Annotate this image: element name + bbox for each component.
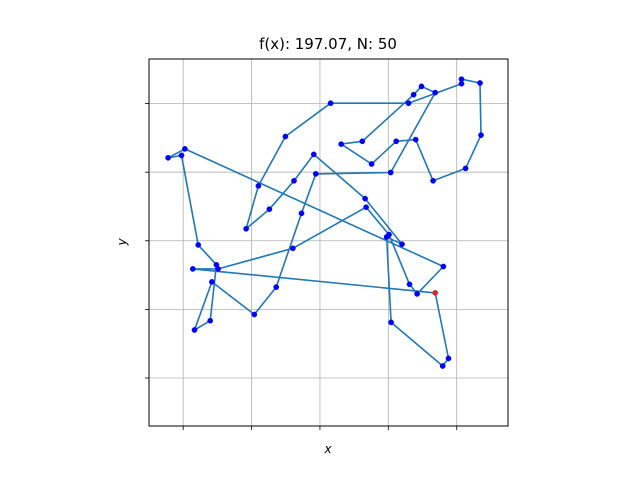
data-point	[195, 242, 202, 248]
data-point	[388, 319, 394, 326]
data-point	[165, 154, 171, 161]
axis-ticks	[145, 103, 458, 430]
data-point	[243, 225, 249, 232]
data-point	[440, 263, 447, 270]
data-point	[215, 266, 221, 272]
data-point	[178, 152, 185, 159]
grid-lines	[149, 59, 508, 426]
data-point	[414, 291, 420, 297]
data-point	[478, 132, 484, 138]
data-point	[432, 89, 439, 96]
plot-frame	[148, 58, 509, 427]
data-point	[430, 177, 436, 184]
data-point	[291, 177, 297, 184]
data-point	[458, 76, 465, 83]
data-point	[363, 204, 369, 211]
data-point	[255, 183, 262, 189]
data-point	[266, 206, 273, 213]
data-point	[207, 317, 214, 324]
data-point	[273, 284, 280, 290]
x-axis-label: x	[323, 442, 332, 456]
data-point	[418, 83, 425, 90]
data-point	[359, 138, 366, 145]
data-point	[412, 136, 419, 143]
data-point	[209, 279, 215, 285]
data-point	[406, 281, 413, 288]
data-point	[439, 363, 446, 369]
data-point	[251, 311, 258, 318]
data-point	[386, 231, 392, 238]
data-point	[312, 171, 319, 177]
data-point	[327, 100, 334, 107]
data-point	[387, 169, 394, 176]
route-path	[167, 78, 482, 367]
data-point	[445, 355, 452, 362]
data-point	[393, 138, 400, 145]
data-point	[399, 241, 405, 248]
data-point	[189, 266, 196, 272]
data-point	[310, 151, 317, 158]
data-point	[405, 100, 412, 107]
data-point	[338, 141, 345, 147]
start-point	[432, 290, 439, 296]
data-point	[410, 91, 417, 98]
data-point	[182, 146, 188, 152]
data-point	[282, 133, 289, 140]
chart-title: f(x): 197.07, N: 50	[259, 35, 397, 53]
data-point	[298, 210, 305, 217]
data-point	[368, 161, 375, 167]
data-point	[191, 327, 198, 333]
data-point	[290, 245, 296, 252]
route-line	[167, 78, 482, 367]
data-point	[462, 165, 469, 172]
route-points	[165, 76, 484, 369]
y-axis-label: y	[115, 238, 129, 247]
data-point	[477, 80, 483, 86]
data-point	[362, 195, 368, 202]
